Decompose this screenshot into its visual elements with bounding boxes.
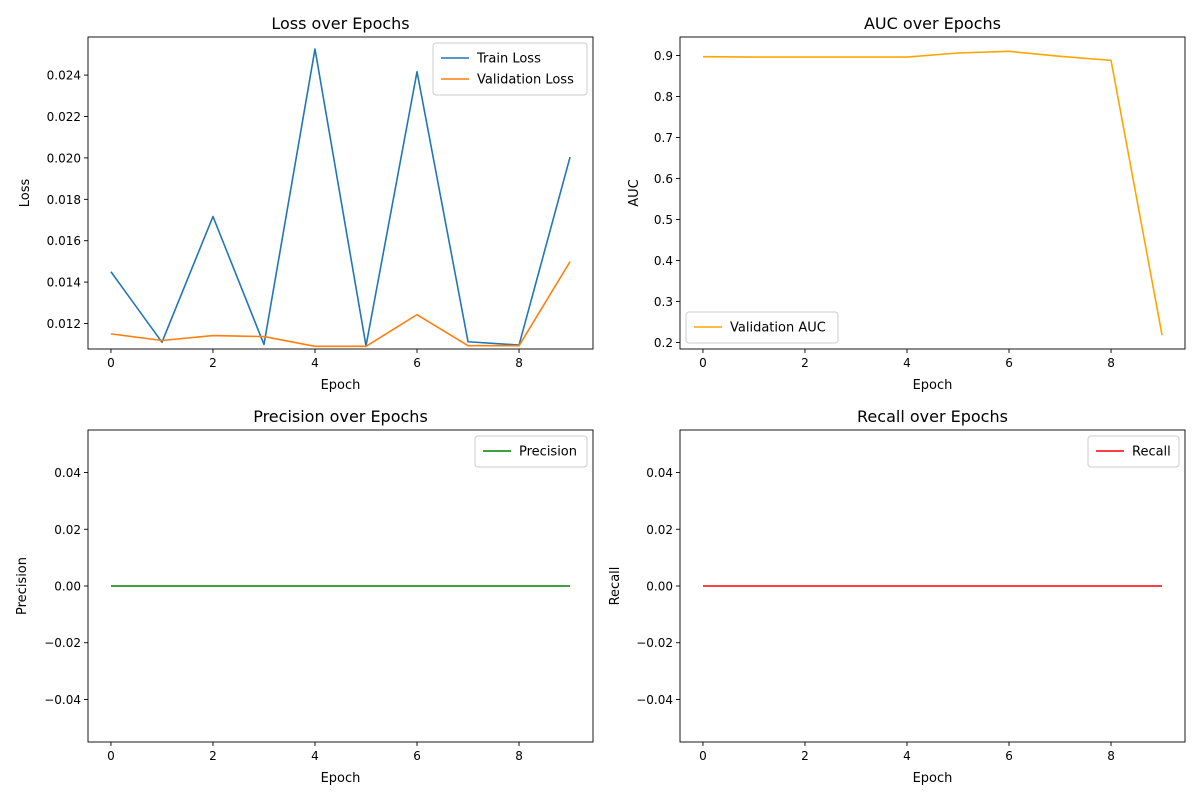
auc-y-tick-label: 0.3 bbox=[654, 295, 673, 309]
recall-x-tick-label: 2 bbox=[801, 749, 809, 763]
precision-x-tick-label: 4 bbox=[311, 749, 319, 763]
recall-x-tick-label: 4 bbox=[903, 749, 911, 763]
loss-y-tick-label: 0.018 bbox=[47, 193, 81, 207]
loss-axes-frame bbox=[87, 36, 594, 350]
precision-y-tick-label: 0.04 bbox=[54, 466, 81, 480]
recall-x-tick-label: 0 bbox=[699, 749, 707, 763]
auc-y-tick-label: 0.9 bbox=[654, 49, 673, 63]
loss-x-tick-label: 4 bbox=[311, 356, 319, 370]
loss-series-line-0 bbox=[110, 48, 571, 347]
recall-chart-panel: Recall over Epochs Epoch Recall 0 2 4 6 8 −0.… bbox=[608, 407, 1186, 786]
auc-series-line-0 bbox=[702, 50, 1163, 336]
loss-chart-panel: Loss over Epochs Epoch Loss 0 2 4 6 8 0.012 0.… bbox=[18, 14, 594, 393]
loss-x-tick-label: 8 bbox=[515, 356, 523, 370]
loss-x-axis-label: Epoch bbox=[321, 378, 361, 393]
precision-chart-title: Precision over Epochs bbox=[253, 407, 428, 426]
loss-x-tick-label: 0 bbox=[107, 356, 115, 370]
auc-x-tick-label: 4 bbox=[903, 356, 911, 370]
precision-legend: Precision bbox=[474, 435, 588, 468]
auc-y-tick-label: 0.4 bbox=[654, 254, 673, 268]
loss-legend: Train Loss Validation Loss bbox=[432, 42, 588, 96]
auc-y-tick-label: 0.6 bbox=[654, 172, 673, 186]
recall-legend: Recall bbox=[1087, 435, 1180, 468]
precision-y-tick-label: −0.04 bbox=[44, 693, 81, 707]
precision-x-axis-label: Epoch bbox=[321, 771, 361, 786]
auc-axes-frame bbox=[679, 36, 1186, 350]
precision-legend-box bbox=[474, 435, 588, 468]
recall-y-tick-label: 0.04 bbox=[646, 466, 673, 480]
auc-x-axis-label: Epoch bbox=[913, 378, 953, 393]
loss-legend-label: Validation Loss bbox=[477, 73, 574, 88]
loss-y-tick-label: 0.012 bbox=[47, 317, 81, 331]
precision-x-tick-label: 6 bbox=[413, 749, 421, 763]
auc-y-tick-label: 0.2 bbox=[654, 336, 673, 350]
loss-x-tick-label: 2 bbox=[209, 356, 217, 370]
recall-x-axis-label: Epoch bbox=[913, 771, 953, 786]
recall-y-axis-label: Recall bbox=[608, 567, 623, 606]
loss-legend-box bbox=[432, 42, 588, 96]
auc-y-tick-label: 0.8 bbox=[654, 90, 673, 104]
auc-legend-box bbox=[685, 311, 839, 344]
recall-x-tick-label: 6 bbox=[1005, 749, 1013, 763]
auc-plot-area bbox=[702, 50, 1163, 336]
recall-chart-title: Recall over Epochs bbox=[857, 407, 1008, 426]
auc-y-tick-label: 0.7 bbox=[654, 131, 673, 145]
loss-y-tick-label: 0.016 bbox=[47, 234, 81, 248]
recall-x-tick-label: 8 bbox=[1107, 749, 1115, 763]
loss-y-axis-label: Loss bbox=[18, 179, 33, 208]
loss-y-tick-label: 0.020 bbox=[47, 151, 81, 165]
loss-series-line-1 bbox=[110, 261, 571, 348]
precision-legend-label: Precision bbox=[519, 445, 577, 460]
auc-x-tick-label: 8 bbox=[1107, 356, 1115, 370]
recall-y-tick-label: −0.02 bbox=[636, 636, 673, 650]
recall-legend-box bbox=[1087, 435, 1180, 468]
auc-y-tick-label: 0.5 bbox=[654, 213, 673, 227]
precision-y-tick-label: 0.00 bbox=[54, 580, 81, 594]
auc-x-tick-label: 2 bbox=[801, 356, 809, 370]
auc-x-tick-label: 6 bbox=[1005, 356, 1013, 370]
loss-y-tick-label: 0.024 bbox=[47, 69, 81, 83]
precision-chart-panel: Precision over Epochs Epoch Precision 0 2… bbox=[15, 407, 594, 786]
auc-x-tick-label: 0 bbox=[699, 356, 707, 370]
loss-plot-area bbox=[110, 48, 571, 348]
precision-x-tick-label: 2 bbox=[209, 749, 217, 763]
auc-chart-title: AUC over Epochs bbox=[864, 14, 1001, 33]
precision-y-tick-label: −0.02 bbox=[44, 636, 81, 650]
auc-legend: Validation AUC bbox=[685, 311, 839, 344]
recall-y-tick-label: 0.00 bbox=[646, 580, 673, 594]
precision-x-tick-label: 8 bbox=[515, 749, 523, 763]
loss-y-tick-label: 0.014 bbox=[47, 276, 81, 290]
precision-x-tick-label: 0 bbox=[107, 749, 115, 763]
auc-y-axis-label: AUC bbox=[627, 179, 642, 207]
loss-chart-title: Loss over Epochs bbox=[271, 14, 409, 33]
loss-legend-label: Train Loss bbox=[476, 52, 541, 67]
recall-y-tick-label: 0.02 bbox=[646, 523, 673, 537]
loss-y-tick-label: 0.022 bbox=[47, 110, 81, 124]
precision-y-axis-label: Precision bbox=[15, 557, 30, 615]
auc-legend-label: Validation AUC bbox=[730, 321, 826, 336]
loss-x-tick-label: 6 bbox=[413, 356, 421, 370]
auc-chart-panel: AUC over Epochs Epoch AUC 0 2 4 6 8 0.2 0.3 0.4… bbox=[627, 14, 1186, 393]
precision-y-tick-label: 0.02 bbox=[54, 523, 81, 537]
recall-y-tick-label: −0.04 bbox=[636, 693, 673, 707]
recall-legend-label: Recall bbox=[1132, 445, 1171, 460]
